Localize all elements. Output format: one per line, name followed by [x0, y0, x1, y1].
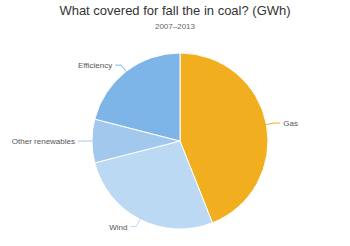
html-text:What covered for fall the in c: What covered for fall the in coal? (GWh) [59, 3, 291, 18]
html-text:2007–2013: 2007–2013 [155, 22, 195, 31]
svg-text:Other renewables: Other renewables [12, 137, 75, 146]
svg-text:Efficiency: Efficiency [78, 61, 112, 70]
svg-text:Wind: Wind [109, 223, 127, 232]
svg-text:Gas: Gas [283, 119, 298, 128]
